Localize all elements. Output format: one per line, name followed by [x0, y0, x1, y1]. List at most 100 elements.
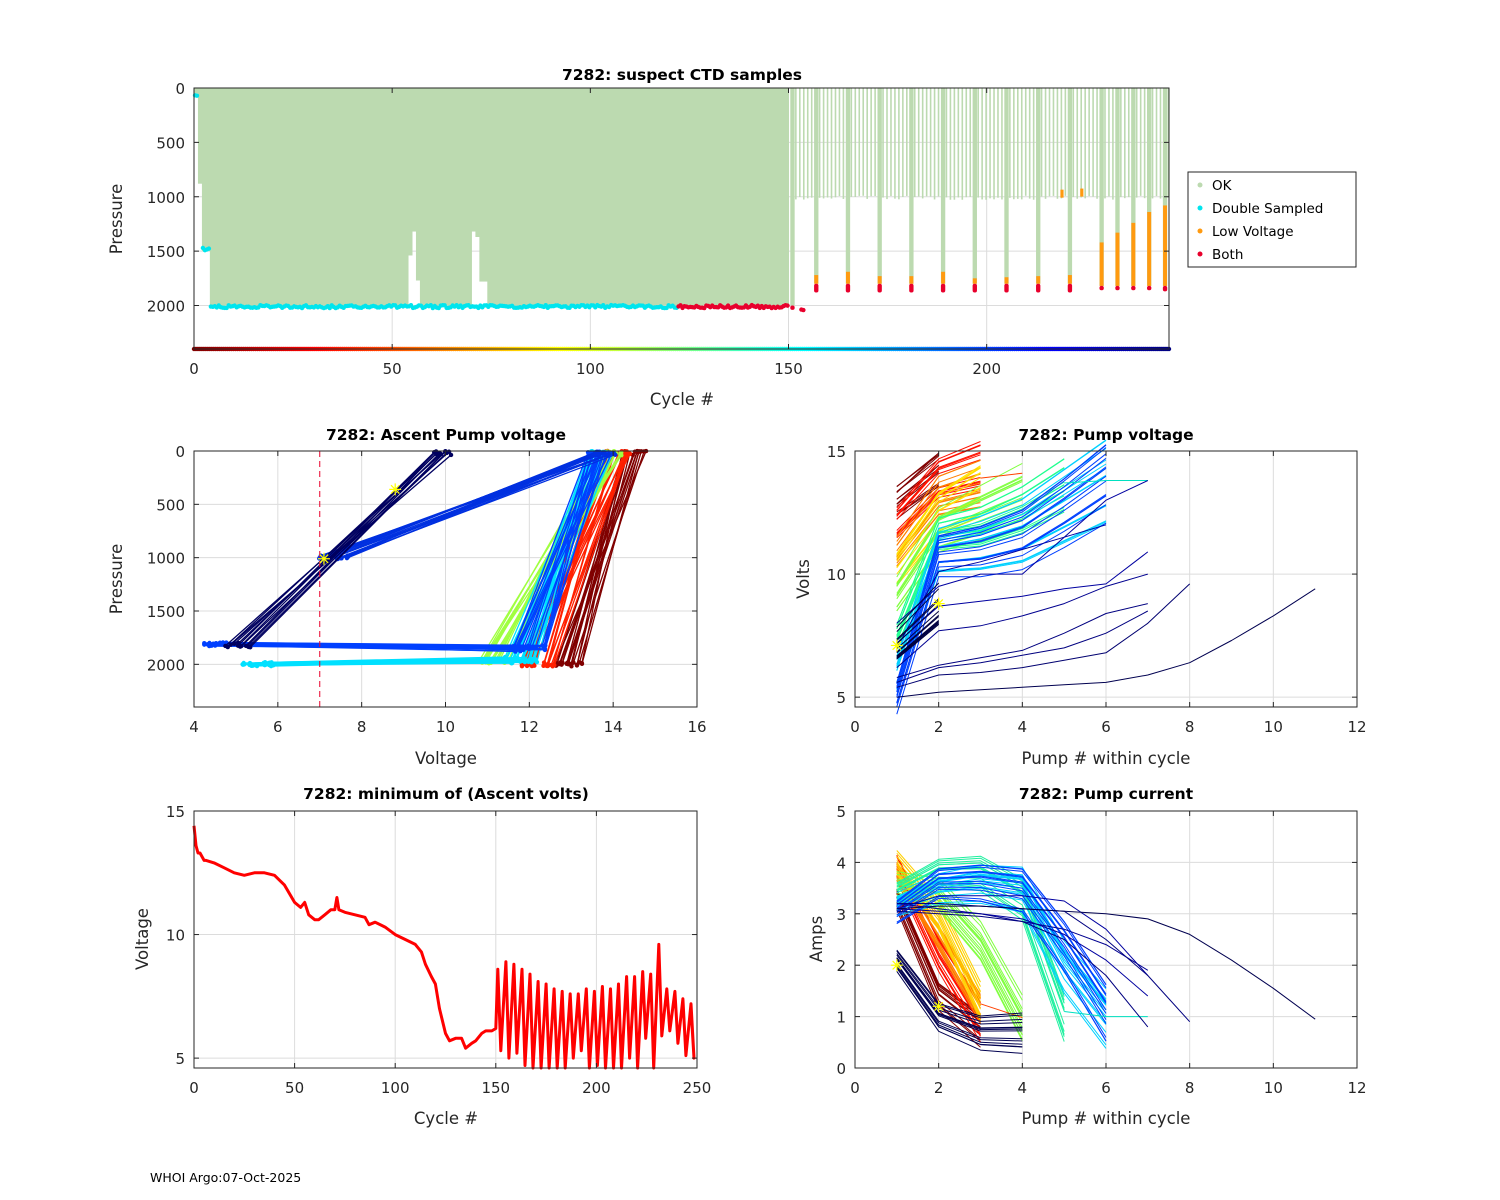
pump-series-line — [896, 480, 981, 534]
ok-deep-profile — [877, 88, 882, 284]
ok-shallow-profile — [1104, 88, 1106, 199]
star-marker — [932, 1000, 945, 1013]
pump-series-line — [896, 495, 1107, 704]
pump-series-line — [896, 954, 1023, 1025]
ok-deep-profile — [1147, 88, 1152, 286]
pump-series-line — [896, 604, 940, 645]
pump-series-line — [896, 444, 981, 511]
x-tick-label: 150 — [481, 1079, 510, 1097]
ok-shallow-profile — [1017, 88, 1019, 199]
min-ascent-volts-plot: 0 50 100 150 200 250 5 10 15 7282: minimum of (A… — [133, 785, 711, 1128]
pump-series-line — [896, 871, 1107, 996]
ascent-profile-line — [246, 452, 441, 647]
ok-deep-profile — [1067, 88, 1073, 284]
pump-series-line — [896, 900, 1107, 1046]
pump-series-line — [896, 624, 940, 660]
pump-series-line — [896, 614, 940, 653]
ascent-title: 7282: Ascent Pump voltage — [326, 426, 566, 444]
ascent-ylabel: Pressure — [107, 544, 126, 614]
ok-shallow-profile — [1135, 88, 1138, 198]
ok-shallow-profile — [1048, 88, 1051, 197]
ok-shallow-profile — [810, 88, 813, 198]
pump-series-line — [980, 472, 1023, 479]
both-flag-marks — [972, 283, 977, 293]
ok-shallow-profile — [1064, 88, 1067, 196]
ok-shallow-profile — [866, 88, 868, 199]
low-voltage-marks — [814, 275, 819, 284]
pump-series-line — [896, 488, 981, 539]
x-tick-label: 12 — [1347, 1079, 1366, 1097]
ascent-point — [518, 659, 523, 664]
ascent-point — [552, 663, 557, 668]
ascent-profile-line — [233, 451, 450, 645]
pump-series-line — [896, 910, 1149, 1028]
suspect-title: 7282: suspect CTD samples — [562, 66, 802, 84]
pump-series-line — [896, 444, 1107, 684]
y-tick-label: 10 — [827, 566, 846, 584]
y-tick-label: 500 — [156, 134, 185, 152]
ascent-profile-line — [551, 454, 615, 667]
ok-shallow-profile — [882, 88, 884, 198]
legend-marker-lowv — [1197, 228, 1203, 234]
legend-marker-both — [1197, 251, 1203, 257]
pump-series-line — [896, 967, 1023, 1048]
ascent-point — [533, 646, 539, 651]
low-voltage-marks — [1099, 242, 1104, 286]
pump-series-line — [896, 957, 1023, 1029]
pump-series-line — [896, 457, 1107, 689]
y-tick-label: 500 — [156, 496, 185, 514]
ok-profile-segment — [411, 88, 417, 232]
pump-series-line — [896, 621, 940, 657]
ok-shallow-profile — [1056, 88, 1059, 199]
ascent-profile-line — [572, 451, 645, 663]
low-voltage-marks — [877, 276, 882, 284]
ascent-profile-line — [341, 454, 616, 559]
footer-credit: WHOI Argo:07-Oct-2025 — [150, 1170, 301, 1185]
pumpv-title: 7282: Pump voltage — [1018, 426, 1193, 444]
min-voltage-line — [192, 825, 696, 1070]
ok-profile-segment — [408, 88, 413, 256]
ok-shallow-profile — [961, 88, 964, 200]
ok-shallow-profile — [969, 88, 972, 197]
pump-series-line — [896, 867, 981, 1010]
y-tick-label: 0 — [836, 1060, 846, 1078]
pumpv-plot-area: 0 2 4 6 8 10 12 5 10 15 — [827, 439, 1367, 736]
ok-deep-profile — [1099, 88, 1104, 286]
ascent-xlabel: Voltage — [415, 749, 477, 768]
pump-series-line — [896, 479, 1023, 586]
y-tick-label: 5 — [836, 689, 846, 707]
y-tick-label: 5 — [836, 803, 846, 821]
pump-series-line — [896, 583, 1191, 688]
ok-shallow-profile — [949, 88, 952, 200]
pump-series-line — [896, 600, 940, 641]
y-tick-label: 1500 — [147, 243, 185, 261]
ok-deep-profile — [1131, 88, 1136, 286]
ok-shallow-profile — [898, 88, 900, 200]
y-tick-label: 2000 — [147, 656, 185, 674]
pump-series-line — [896, 870, 1107, 995]
ascent-point — [577, 660, 582, 665]
ok-shallow-profile — [842, 88, 845, 199]
low-voltage-marks — [1163, 205, 1168, 286]
pump-series-line — [896, 953, 1023, 1022]
pump-series-line — [896, 896, 981, 1028]
ok-shallow-profile — [854, 88, 857, 198]
pump-series-line — [896, 487, 981, 569]
ascent-point — [519, 663, 525, 669]
y-tick-label: 10 — [166, 927, 185, 945]
ok-shallow-profile — [1151, 88, 1154, 199]
x-tick-label: 6 — [1101, 718, 1111, 736]
pump-series-line — [1064, 480, 1148, 484]
x-tick-label: 16 — [687, 718, 706, 736]
ok-shallow-profile — [902, 88, 904, 197]
low-voltage-marks — [1131, 222, 1136, 286]
x-tick-label: 10 — [1264, 1079, 1283, 1097]
ok-profile-segment — [479, 88, 488, 282]
ascent-point — [606, 451, 612, 457]
legend-box — [1187, 171, 1357, 268]
pump-series-line — [896, 465, 940, 500]
ascent-point — [632, 449, 638, 454]
pump-series-line — [896, 883, 1107, 1014]
